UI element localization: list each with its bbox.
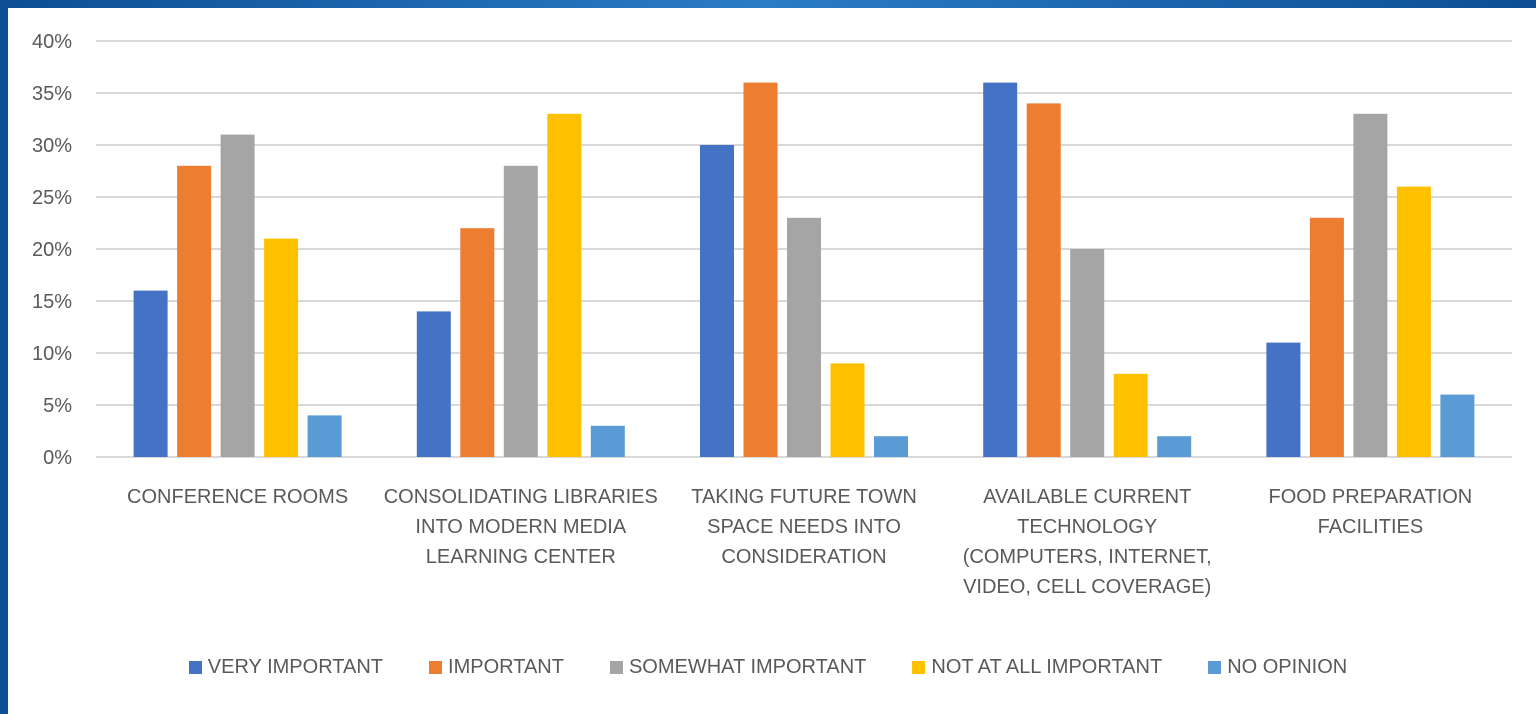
bar	[1309, 217, 1344, 457]
bars	[133, 82, 1475, 458]
bar	[1353, 113, 1388, 458]
x-category-label-line: TAKING FUTURE TOWN	[691, 486, 917, 508]
legend-item: IMPORTANT	[429, 656, 564, 679]
legend-item: NO OPINION	[1208, 656, 1347, 679]
x-category-label: CONSOLIDATING LIBRARIES INTO MODERN MEDIA…	[384, 486, 658, 568]
bar	[590, 425, 625, 457]
bar	[1113, 373, 1148, 457]
legend: VERY IMPORTANT IMPORTANT SOMEWHAT IMPORTAN…	[0, 652, 1536, 682]
bar	[460, 228, 495, 457]
y-tick-label: 0%	[43, 447, 72, 469]
bar	[1070, 249, 1105, 457]
bar	[700, 145, 734, 457]
bar	[177, 165, 212, 458]
bar	[787, 217, 821, 457]
bar	[503, 165, 538, 458]
x-category-label-line: VIDEO, CELL COVERAGE)	[963, 576, 1211, 598]
bar	[220, 134, 255, 457]
x-category-label-line: SPACE NEEDS INTO	[707, 516, 901, 538]
y-tick-label: 35%	[32, 83, 72, 105]
bar	[547, 113, 582, 458]
bar	[1440, 394, 1475, 457]
x-axis-labels: CONFERENCE ROOMS CONSOLIDATING LIBRARIES I…	[127, 486, 1472, 598]
x-category-label-line: FOOD PREPARATION	[1269, 486, 1473, 508]
legend-item: NOT AT ALL IMPORTANT	[912, 656, 1162, 679]
x-category-label: TAKING FUTURE TOWN SPACE NEEDS INTO CONSID…	[691, 486, 917, 568]
bar	[874, 436, 908, 457]
x-category-label: CONFERENCE ROOMS	[127, 486, 348, 508]
y-tick-label: 30%	[32, 135, 72, 157]
bar	[416, 311, 451, 457]
bar-chart: 0% 5% 10% 15% 20% 25% 30% 35% 40% CONFERENCE ROO…	[32, 31, 1512, 598]
legend-label: SOMEWHAT IMPORTANT	[628, 655, 867, 678]
legend-swatch	[609, 660, 623, 674]
bar	[1266, 342, 1301, 457]
x-category-label: FOOD PREPARATION FACILITIES	[1269, 486, 1473, 538]
legend-item: SOMEWHAT IMPORTANT	[609, 655, 867, 679]
x-category-label-line: CONSOLIDATING LIBRARIES	[384, 486, 658, 508]
legend-label: NO OPINION	[1227, 655, 1348, 678]
x-category-label-line: TECHNOLOGY	[1017, 516, 1157, 538]
x-category-label: AVAILABLE CURRENT TECHNOLOGY (COMPUTERS, I…	[963, 486, 1212, 598]
legend-swatch	[912, 660, 926, 674]
y-tick-label: 25%	[32, 187, 72, 209]
legend-swatch	[188, 660, 202, 674]
y-tick-label: 5%	[43, 395, 72, 417]
legend-label: IMPORTANT	[448, 655, 564, 678]
legend-swatch	[429, 660, 443, 674]
bar	[264, 238, 299, 457]
x-category-label-line: AVAILABLE CURRENT	[983, 486, 1191, 508]
bar	[743, 82, 778, 457]
x-category-label-line: CONFERENCE ROOMS	[127, 486, 348, 508]
y-tick-label: 20%	[32, 239, 72, 261]
x-category-label-line: FACILITIES	[1318, 516, 1424, 538]
x-category-label-line: (COMPUTERS, INTERNET,	[963, 546, 1212, 568]
x-category-label-line: INTO MODERN MEDIA	[415, 516, 626, 538]
y-tick-label: 15%	[32, 291, 72, 313]
y-tick-label: 10%	[32, 343, 72, 365]
legend-item: VERY IMPORTANT	[188, 655, 384, 679]
legend-label: VERY IMPORTANT	[207, 655, 384, 678]
bar	[830, 363, 865, 457]
bar	[1157, 436, 1192, 457]
bar	[307, 415, 342, 457]
y-axis-ticks: 0% 5% 10% 15% 20% 25% 30% 35% 40%	[32, 31, 72, 469]
y-tick-label: 40%	[32, 31, 72, 53]
bar	[1396, 186, 1431, 457]
bar	[1026, 103, 1061, 458]
legend-swatch	[1208, 660, 1222, 674]
x-category-label-line: LEARNING CENTER	[426, 546, 616, 568]
x-category-label-line: CONSIDERATION	[721, 546, 886, 568]
legend-label: NOT AT ALL IMPORTANT	[931, 655, 1163, 678]
bar	[983, 82, 1018, 457]
bar	[133, 290, 168, 457]
